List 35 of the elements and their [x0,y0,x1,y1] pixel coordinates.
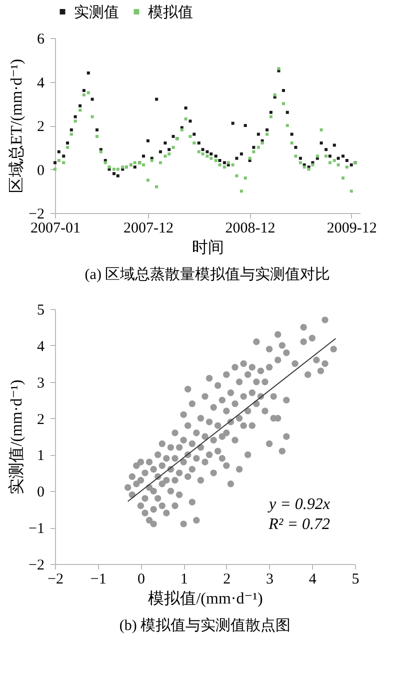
x-tick-label: 2 [223,572,231,588]
y-tick-label: −1 [28,521,44,538]
x-tick-label: 2007-12 [123,220,174,236]
y-tick-label: 4 [37,75,45,92]
y-tick-label: −2 [28,558,44,574]
y-axis-title: 区域总ET/(mm·d⁻¹) [8,58,26,194]
y-tick-label: −2 [28,206,44,222]
x-tick-label: −1 [90,572,106,588]
text: (b) 模拟值与实测值散点图 [119,617,291,634]
legend-label: 实测值 [74,4,119,21]
x-tick-label: 2007-01 [30,220,80,236]
y-tick-label: 4 [37,338,45,355]
legend-label: 模拟值 [148,4,193,21]
x-tick-label: 1 [180,572,188,588]
x-tick-label: 2009-12 [326,220,377,236]
text: (a) 区域总蒸散量模拟值与实测值对比 [84,266,330,283]
y-tick-label: 6 [37,32,45,48]
y-tick-label: 5 [37,302,44,318]
x-tick-label: 2008-12 [225,220,276,236]
y-tick-label: 2 [37,119,44,135]
y-tick-label: 0 [37,484,44,501]
y-tick-label: 2 [37,412,44,428]
x-tick-label: 5 [352,572,360,588]
annotation: y = 0.92x [267,496,330,513]
y-tick-label: 1 [37,448,44,464]
x-axis-title: 模拟值/(mm·d⁻¹) [148,590,263,608]
annotation: R² = 0.72 [268,516,330,533]
x-tick-label: 3 [266,572,274,588]
x-tick-label: 0 [137,572,145,588]
x-tick-label: 4 [308,572,317,588]
y-tick-label: 0 [37,162,44,179]
y-axis-title: 实测值/(mm·d⁻¹) [8,380,26,494]
x-axis-title: 时间 [192,238,224,256]
x-tick-label: −2 [48,572,64,588]
y-tick-label: 3 [37,375,44,392]
